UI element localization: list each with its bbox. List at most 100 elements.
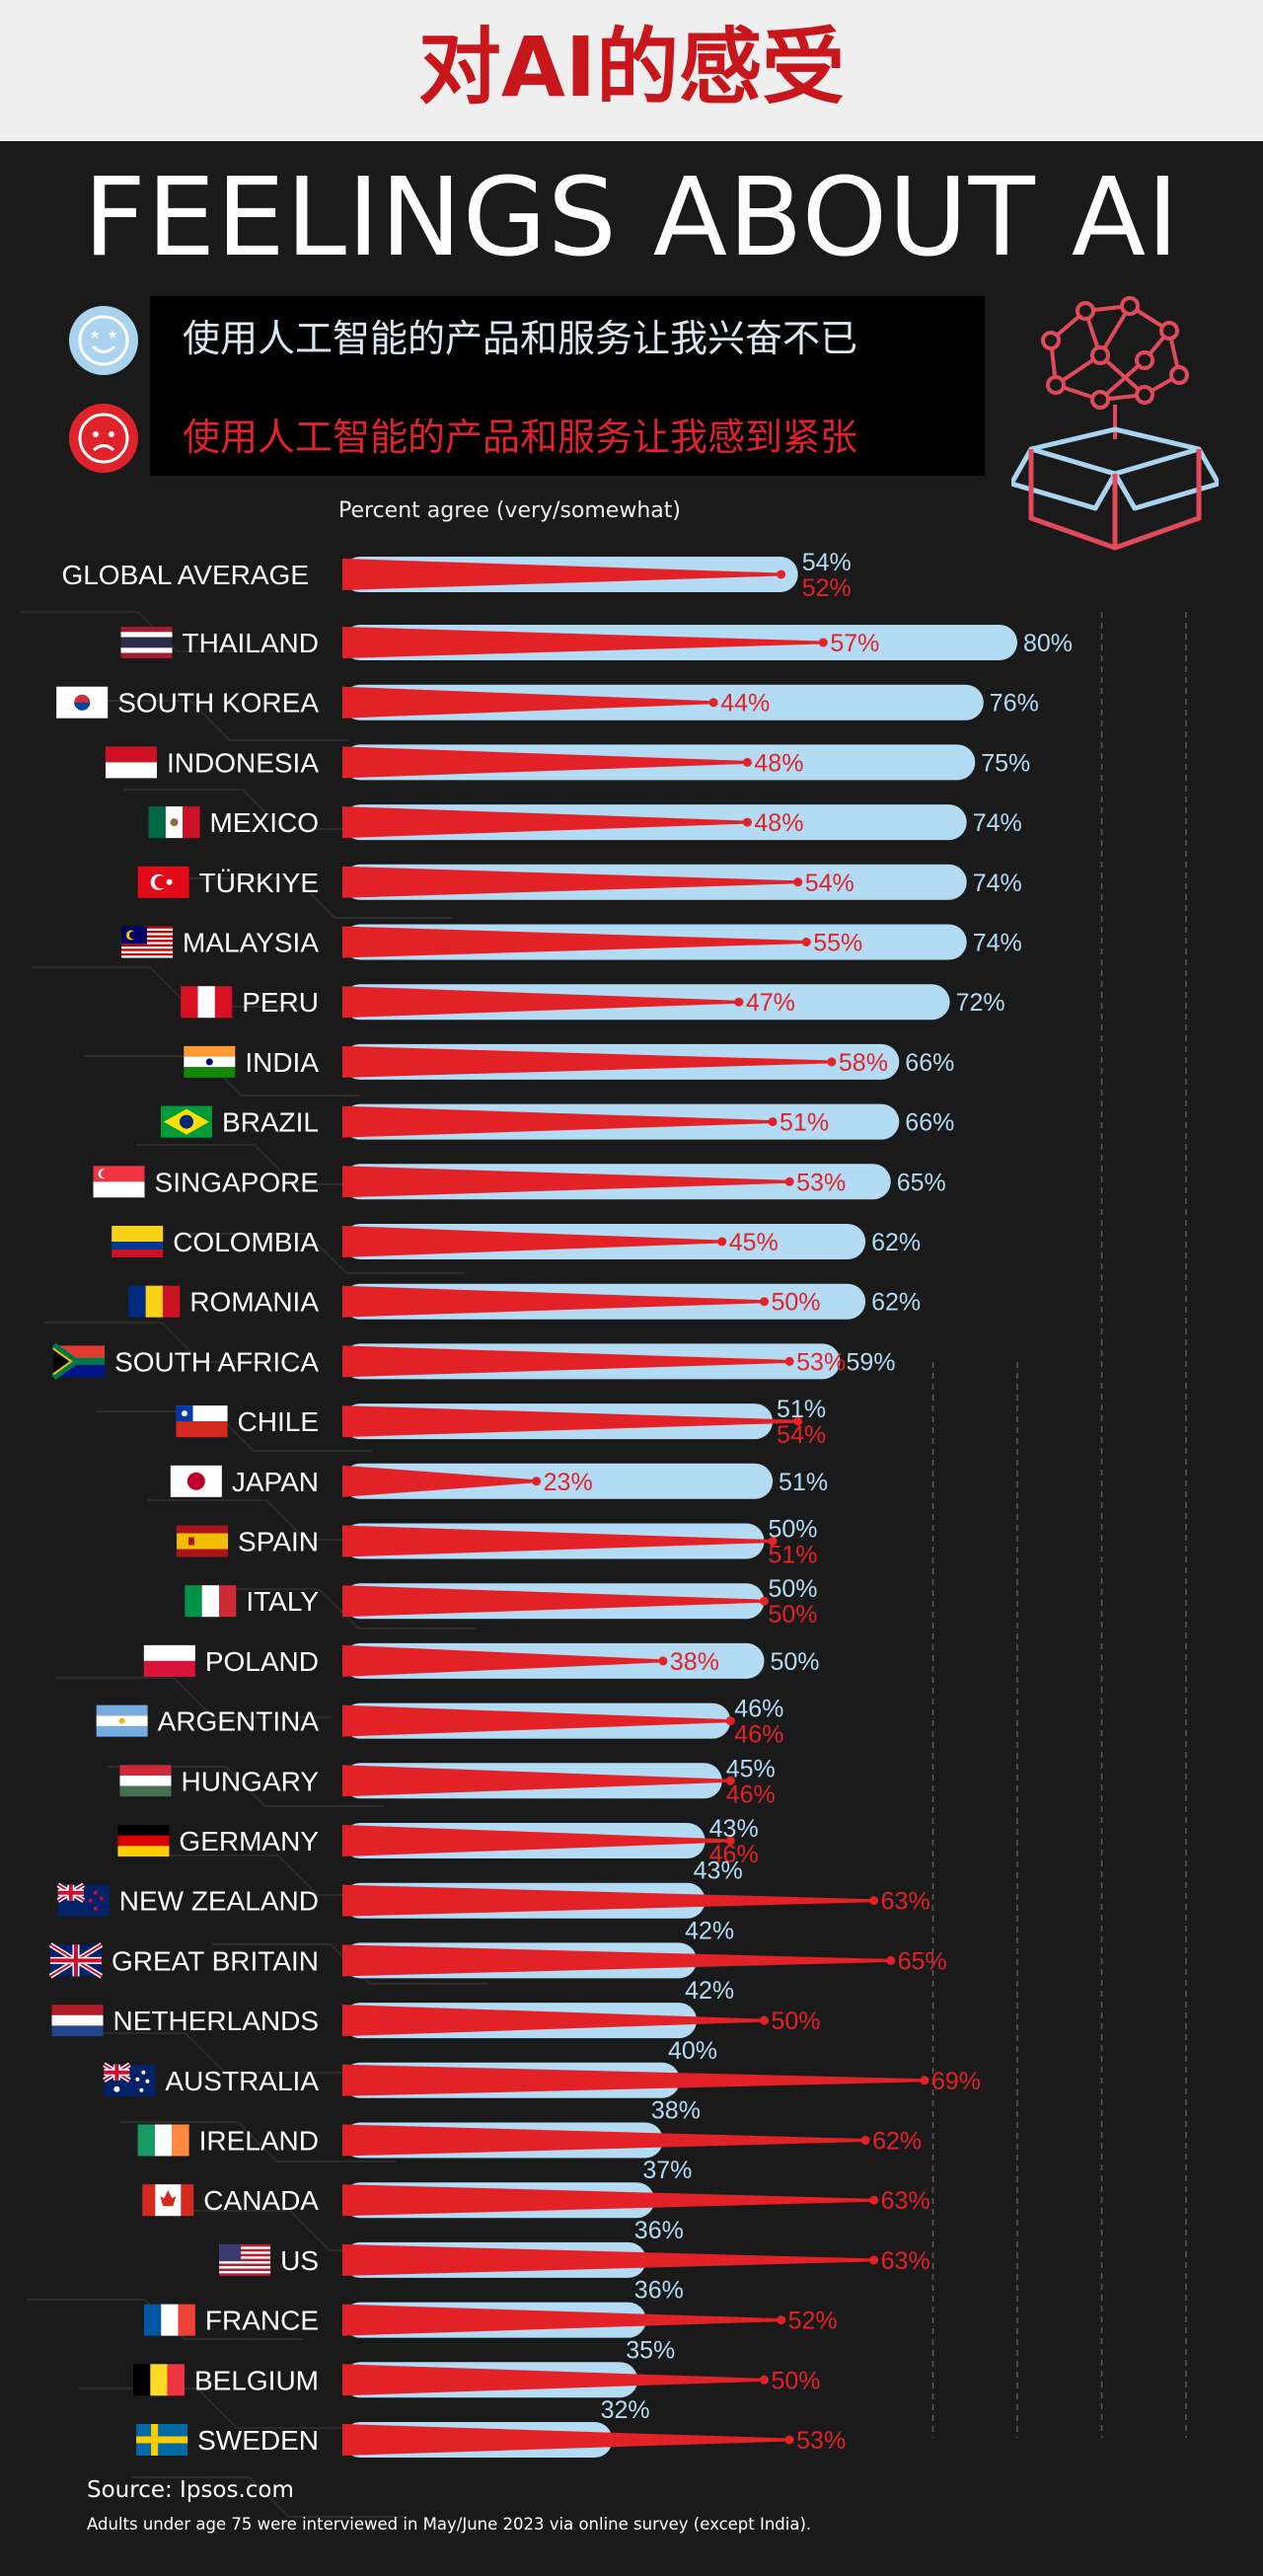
nervous-marker <box>725 1716 735 1726</box>
category-label: CANADA <box>203 2185 319 2216</box>
nervous-value-label: 45% <box>729 1229 779 1256</box>
spain-flag-icon <box>177 1525 229 1557</box>
category-label: NEW ZEALAND <box>119 1886 319 1917</box>
nervous-value-label: 63% <box>881 1888 930 1916</box>
excited-value-label: 76% <box>990 690 1039 718</box>
category-label: AUSTRALIA <box>165 2066 319 2096</box>
nervous-bar <box>342 1166 790 1198</box>
nervous-value-label: 50% <box>772 1289 821 1317</box>
legend-nervous-label: 使用人工智能的产品和服务让我感到紧张 <box>183 416 858 459</box>
category-label: GREAT BRITAIN <box>111 1945 319 1976</box>
argentina-flag-icon <box>96 1705 148 1737</box>
nervous-marker <box>777 569 786 579</box>
nervous-value-label: 48% <box>754 809 803 837</box>
excited-value-label: 51% <box>777 1396 826 1423</box>
category-label: US <box>280 2245 319 2276</box>
nervous-marker <box>760 1596 769 1606</box>
category-label: BELGIUM <box>194 2365 319 2395</box>
hungary-flag-icon <box>119 1765 172 1797</box>
nervous-marker <box>801 938 811 947</box>
category-label: NETHERLANDS <box>113 2006 319 2036</box>
excited-value-label: 74% <box>973 930 1022 957</box>
nervous-marker <box>920 2076 929 2085</box>
turkiye-flag-icon <box>137 866 189 898</box>
nervous-bar <box>342 2424 790 2456</box>
mexico-flag-icon <box>148 806 200 839</box>
category-label: SWEDEN <box>197 2425 319 2456</box>
footnote-text: Adults under age 75 were interviewed in … <box>87 2515 812 2534</box>
indonesia-flag-icon <box>105 746 157 779</box>
circuit-line <box>32 966 308 1008</box>
excited-value-label: 42% <box>685 1917 734 1944</box>
circuit-line <box>55 1677 332 1718</box>
nervous-marker <box>827 1057 837 1067</box>
poland-flag-icon <box>143 1644 195 1677</box>
nervous-bar <box>342 1825 731 1856</box>
nervous-bar <box>342 2124 866 2157</box>
circuit-line <box>119 2121 396 2162</box>
excited-value-label: 50% <box>769 1575 818 1603</box>
germany-flag-icon <box>117 1825 170 1856</box>
excited-value-label: 50% <box>769 1516 818 1544</box>
svg-text:★: ★ <box>90 328 101 341</box>
circuit-line <box>96 1410 372 1452</box>
nervous-value-label: 58% <box>839 1049 888 1077</box>
nervous-value-label: 69% <box>931 2068 981 2095</box>
nervous-bar <box>342 1644 663 1677</box>
nervous-marker <box>784 1356 794 1366</box>
india-flag-icon <box>184 1045 236 1078</box>
category-label: FRANCE <box>205 2306 319 2336</box>
colombia-flag-icon <box>111 1226 164 1257</box>
category-label: GLOBAL AVERAGE <box>61 560 309 590</box>
category-label: INDONESIA <box>167 747 319 778</box>
nervous-value-label: 65% <box>898 1947 947 1975</box>
circuit-line <box>188 1233 465 1274</box>
nervous-value-label: 55% <box>813 930 862 957</box>
nervous-bar <box>342 1045 832 1078</box>
excited-value-label: 54% <box>802 549 852 576</box>
circuit-line <box>177 877 453 919</box>
excited-value-label: 65% <box>897 1169 946 1196</box>
nervous-marker <box>768 1537 778 1546</box>
category-label: SOUTH KOREA <box>117 688 319 719</box>
great-britain-flag-icon <box>48 1942 104 1979</box>
netherlands-flag-icon <box>51 2005 104 2037</box>
excited-value-label: 46% <box>734 1696 783 1723</box>
france-flag-icon <box>143 2304 195 2336</box>
nervous-bar <box>342 1285 765 1318</box>
new-zealand-flag-icon <box>56 1882 110 1917</box>
nervous-bar <box>342 1705 731 1737</box>
nervous-bar <box>342 1944 891 1977</box>
nervous-marker <box>793 1416 803 1426</box>
nervous-marker <box>784 2435 794 2445</box>
nervous-bar <box>342 1405 798 1438</box>
category-label: INDIA <box>245 1047 319 1078</box>
star-eyes-face-icon: ★ ★ <box>69 306 138 375</box>
circuit-line <box>200 1588 477 1629</box>
nervous-bar <box>342 1465 537 1497</box>
excited-bar <box>342 1463 774 1499</box>
nervous-value-label: 44% <box>720 690 770 718</box>
nervous-bar <box>342 926 807 958</box>
nervous-marker <box>886 1955 896 1965</box>
us-flag-icon <box>219 2243 271 2276</box>
south-korea-flag-icon <box>56 686 109 719</box>
nervous-value-label: 46% <box>709 1841 759 1868</box>
nervous-bar <box>342 2184 874 2217</box>
excited-value-label: 50% <box>771 1648 820 1676</box>
category-label: TÜRKIYE <box>199 868 319 898</box>
svg-text:★: ★ <box>108 328 118 341</box>
nervous-marker <box>742 757 752 767</box>
australia-flag-icon <box>103 2062 156 2096</box>
excited-value-label: 66% <box>905 1049 954 1077</box>
canada-flag-icon <box>142 2184 194 2217</box>
nervous-marker <box>869 2195 879 2205</box>
circuit-line <box>131 2476 408 2518</box>
nervous-marker <box>734 997 744 1007</box>
worried-face-icon <box>69 404 138 473</box>
nervous-bar <box>342 806 748 839</box>
nervous-marker <box>760 2015 769 2025</box>
category-label: THAILAND <box>183 628 319 658</box>
nervous-value-label: 51% <box>769 1542 818 1569</box>
